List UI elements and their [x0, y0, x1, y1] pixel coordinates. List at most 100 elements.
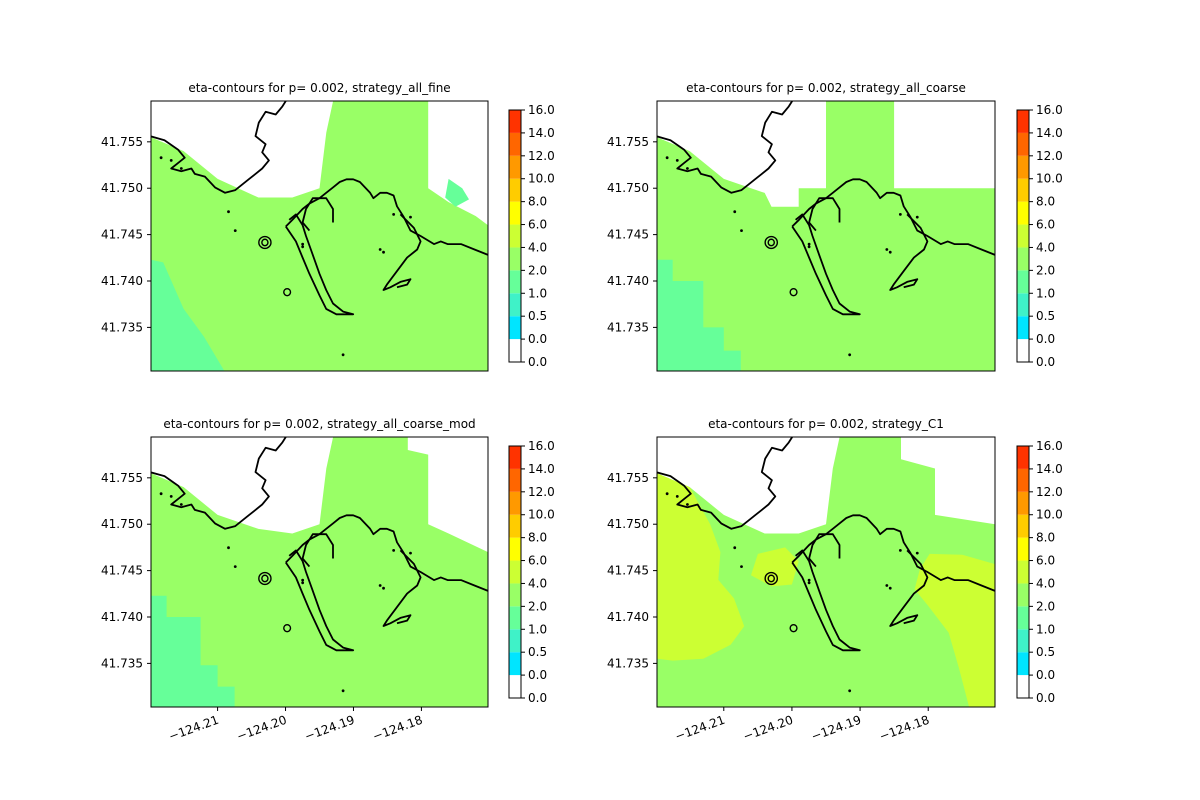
colorbar-tick-label: 16.0	[528, 103, 555, 117]
colorbar-band	[1017, 270, 1029, 294]
colorbar-band	[509, 629, 521, 653]
island-contour	[767, 574, 775, 583]
coastline	[808, 197, 841, 232]
island-contour	[789, 623, 798, 633]
colorbar: 0.0 0.0 0.5 1.0 2.0 4.0 6.0 8.0 10.0 12.0 14.0 16.0	[508, 439, 555, 705]
coastline	[285, 549, 355, 652]
colorbar-band	[509, 606, 521, 630]
coastline	[151, 101, 287, 194]
x-tick-label: −124.21	[673, 713, 727, 744]
colorbar-tick-label: 12.0	[1036, 149, 1063, 163]
island-contour	[258, 571, 272, 586]
rock-marker	[341, 353, 345, 357]
y-tick-label: 41.755	[607, 135, 649, 149]
subplot-4: eta-contours for p= 0.002, strategy_C1 41…	[607, 417, 1063, 744]
colorbar-tick-label: 16.0	[1036, 439, 1063, 453]
rock-marker	[382, 250, 385, 254]
colorbar-band	[1017, 293, 1029, 317]
colorbar-band	[509, 537, 521, 561]
colorbar: 0.0 0.0 0.5 1.0 2.0 4.0 6.0 8.0 10.0 12.0 14.0 16.0	[1016, 103, 1063, 369]
colorbar-tick-label: 10.0	[528, 508, 555, 522]
contour-region-4.0–6.0	[657, 473, 745, 661]
subplot-title: eta-contours for p= 0.002, strategy_C1	[708, 417, 944, 431]
colorbar-band	[1017, 606, 1029, 630]
island-contour	[283, 623, 292, 633]
colorbar-band	[509, 110, 521, 133]
plot-area	[657, 437, 995, 707]
colorbar-tick-label: 1.0	[1036, 622, 1055, 636]
colorbar-band	[509, 293, 521, 317]
coastline	[791, 549, 861, 652]
coastline	[382, 213, 422, 291]
colorbar-band	[509, 224, 521, 248]
y-tick-label: 41.740	[101, 610, 143, 624]
rock-marker	[885, 584, 889, 587]
colorbar-tick-label: 10.0	[1036, 508, 1063, 522]
contour-region-2.0–4.0	[657, 101, 995, 371]
rock-marker	[665, 492, 669, 496]
x-tick-label: −124.19	[303, 713, 357, 744]
colorbar-band	[1017, 110, 1029, 133]
colorbar-tick-label: 6.0	[1036, 218, 1055, 232]
rock-marker	[169, 495, 173, 498]
coastline	[889, 213, 929, 291]
island-contour	[767, 238, 775, 247]
colorbar-tick-label: 12.0	[528, 485, 555, 499]
axes-frame	[656, 100, 996, 372]
subplot-2: eta-contours for p= 0.002, strategy_all_…	[607, 81, 1063, 372]
contour-region-1.0–2.0	[151, 595, 235, 707]
rock-marker	[675, 159, 679, 162]
colorbar-band	[1017, 537, 1029, 561]
y-tick-label: 41.735	[607, 656, 649, 670]
y-tick-label: 41.740	[101, 274, 143, 288]
colorbar-tick-label: 4.0	[528, 576, 547, 590]
rock-marker	[233, 565, 237, 568]
colorbar-tick-label: 0.0	[1036, 668, 1055, 682]
rock-marker	[301, 581, 305, 585]
rock-marker	[378, 584, 382, 587]
colorbar-band	[1017, 201, 1029, 225]
colorbar-band	[1017, 629, 1029, 653]
colorbar-tick-label: 10.0	[528, 172, 555, 186]
contour-region-2.0–4.0	[151, 437, 488, 707]
colorbar-tick-label: 16.0	[528, 439, 555, 453]
colorbar-tick-label: 14.0	[528, 462, 555, 476]
colorbar-band	[509, 560, 521, 584]
rock-marker	[179, 503, 183, 506]
rock-marker	[807, 581, 811, 585]
y-tick-label: 41.745	[101, 564, 143, 578]
rock-marker	[409, 551, 412, 555]
colorbar-band	[1017, 583, 1029, 607]
coastline	[285, 213, 355, 316]
rock-marker	[227, 210, 230, 214]
colorbar-tick-label: 1.0	[528, 286, 547, 300]
contour-region-1.0–2.0	[657, 259, 741, 371]
colorbar-frame	[508, 445, 522, 699]
y-tick-label: 41.755	[101, 471, 143, 485]
rock-marker	[169, 159, 173, 162]
subplot-1: eta-contours for p= 0.002, strategy_all_…	[101, 81, 555, 372]
colorbar-band	[1017, 132, 1029, 156]
colorbar-band	[509, 132, 521, 156]
x-tick-label: −124.20	[741, 713, 795, 744]
colorbar-band	[1017, 316, 1029, 340]
rock-marker	[915, 215, 919, 219]
rock-marker	[733, 546, 737, 550]
colorbar-frame	[1016, 445, 1030, 699]
subplot-title: eta-contours for p= 0.002, strategy_all_…	[188, 81, 450, 95]
colorbar-tick-label: 0.5	[1036, 309, 1055, 323]
island-contour	[764, 235, 779, 250]
colorbar-band	[509, 446, 521, 469]
subplot-title: eta-contours for p= 0.002, strategy_all_…	[163, 417, 475, 431]
colorbar-tick-label: 14.0	[528, 126, 555, 140]
x-tick-label: −124.18	[371, 713, 425, 744]
colorbar-tick-label: 6.0	[528, 218, 547, 232]
coastline	[657, 101, 793, 194]
rock-marker	[301, 242, 305, 246]
rock-marker	[233, 229, 237, 233]
coastline	[808, 533, 841, 568]
rock-marker	[898, 213, 902, 216]
y-tick-label: 41.735	[101, 320, 143, 334]
coastline	[301, 197, 334, 232]
colorbar-tick-label: 0.0	[1036, 355, 1055, 369]
